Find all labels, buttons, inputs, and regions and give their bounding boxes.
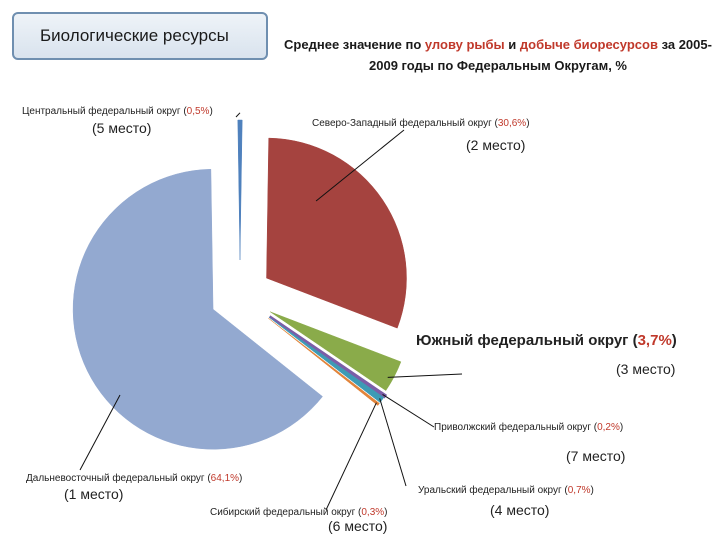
pie-slice (268, 317, 380, 406)
slice-label: Дальневосточный федеральный округ (64,1%… (26, 473, 243, 484)
leader-line (382, 393, 435, 428)
slice-label: Уральский федеральный округ (0,7%) (418, 485, 594, 496)
slice-place: (7 место) (566, 448, 626, 464)
pie-slice (72, 168, 323, 450)
slice-place: (2 место) (466, 137, 526, 153)
slice-label: Центральный федеральный округ (0,5%) (22, 106, 213, 117)
slice-label: Северо-Западный федеральный округ (30,6%… (312, 118, 530, 129)
slice-place: (6 место) (328, 518, 388, 534)
pie-slice (266, 137, 407, 329)
leader-line (235, 112, 241, 118)
chart-title-highlight: добыче биоресурсов (519, 37, 658, 52)
chart-title-part: за 2005-2009 годы по Федеральным Округам… (369, 37, 712, 73)
slice-label: Приволжский федеральный округ (0,2%) (434, 422, 624, 433)
slice-label: Южный федеральный округ (3,7%) (416, 332, 677, 349)
leader-line (387, 373, 463, 378)
pie-slice (237, 119, 243, 261)
chart-title-part: и (504, 37, 520, 52)
leader-line (379, 398, 407, 487)
slice-place: (5 место) (92, 120, 152, 136)
leader-line (315, 129, 405, 202)
chart-title: Среднее значение по улову рыбы и добыче … (278, 34, 718, 76)
leader-line (79, 394, 121, 471)
pie-slice (268, 317, 385, 403)
slice-place: (3 место) (616, 361, 676, 377)
slice-place: (4 место) (490, 502, 550, 518)
slice-place: (1 место) (64, 486, 124, 502)
chart-title-highlight: улову рыбы (424, 37, 505, 52)
leader-line (325, 402, 377, 511)
chart-title-part: Среднее значение по (284, 37, 425, 52)
slide-title: Биологические ресурсы (40, 26, 229, 45)
slide-title-box: Биологические ресурсы (12, 12, 268, 60)
slice-label: Сибирский федеральный округ (0,3%) (210, 507, 388, 518)
